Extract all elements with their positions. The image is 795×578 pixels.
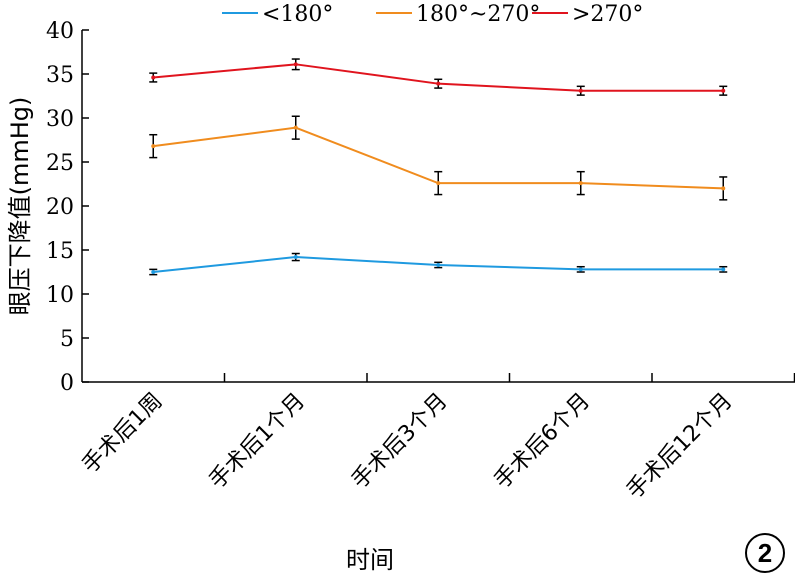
y-tick-label: 5: [60, 327, 74, 352]
y-tick-label: 20: [46, 195, 74, 220]
series-1: [149, 252, 728, 276]
y-tick-label: 10: [46, 283, 74, 308]
legend-label: >270°: [572, 2, 643, 27]
data-point: [293, 62, 298, 67]
y-tick-label: 30: [46, 107, 74, 132]
data-point: [151, 75, 156, 80]
legend: <180° 180°~270° >270°: [222, 2, 643, 27]
data-point: [436, 181, 441, 186]
x-tick-label: 手术后1个月: [205, 389, 310, 494]
x-tick-label: 手术后1周: [78, 389, 168, 479]
data-point: [578, 88, 583, 93]
y-tick-label: 25: [46, 151, 74, 176]
badge-number: 2: [758, 538, 772, 568]
y-tick-label: 0: [60, 371, 74, 396]
series-3: [149, 58, 728, 96]
data-point: [436, 81, 441, 86]
x-tick-label: 手术后3个月: [347, 389, 452, 494]
y-tick-label: 35: [46, 63, 74, 88]
data-point: [721, 267, 726, 272]
series-group: [149, 58, 728, 276]
legend-label: <180°: [262, 2, 333, 27]
series-2: [149, 115, 728, 201]
data-point: [721, 88, 726, 93]
badge-circle: [745, 533, 785, 573]
data-point: [436, 262, 441, 267]
data-point: [578, 181, 583, 186]
y-tick-label: 40: [46, 19, 74, 44]
y-tick-label: 15: [46, 239, 74, 264]
data-point: [721, 186, 726, 191]
y-ticks: 0 5 10 15 20 25 30 35 40: [46, 19, 89, 396]
y-axis-title: 眼压下降值(mmHg): [6, 97, 34, 316]
x-tick-label: 手术后12个月: [622, 389, 737, 504]
data-point: [578, 267, 583, 272]
legend-label: 180°~270°: [416, 2, 540, 27]
data-point: [293, 125, 298, 130]
x-axis-title: 时间: [346, 546, 394, 574]
data-point: [151, 270, 156, 274]
x-ticks: 手术后1周 手术后1个月 手术后3个月 手术后6个月 手术后12个月: [78, 373, 795, 504]
data-point: [151, 144, 156, 149]
data-point: [293, 255, 298, 260]
x-tick-label: 手术后6个月: [490, 389, 595, 494]
panel-badge: 2: [745, 533, 785, 573]
